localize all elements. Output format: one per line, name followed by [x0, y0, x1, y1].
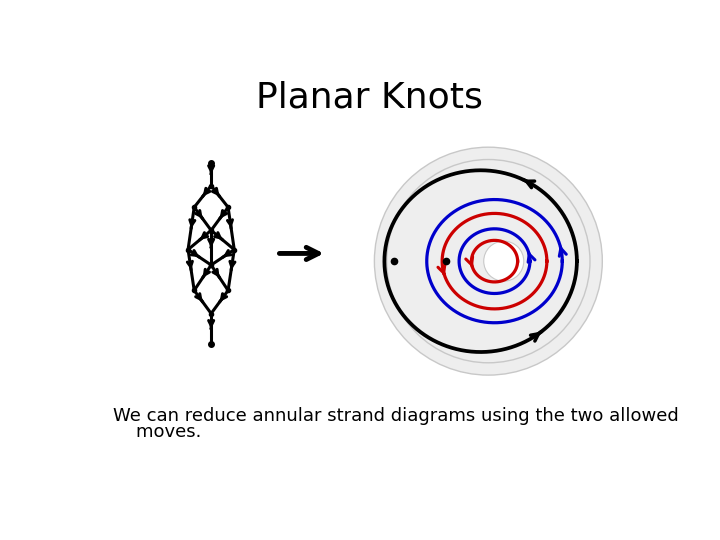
Circle shape — [484, 241, 523, 281]
Text: We can reduce annular strand diagrams using the two allowed: We can reduce annular strand diagrams us… — [113, 408, 679, 426]
Text: Planar Knots: Planar Knots — [256, 80, 482, 114]
Circle shape — [374, 147, 603, 375]
Text: moves.: moves. — [113, 423, 202, 441]
